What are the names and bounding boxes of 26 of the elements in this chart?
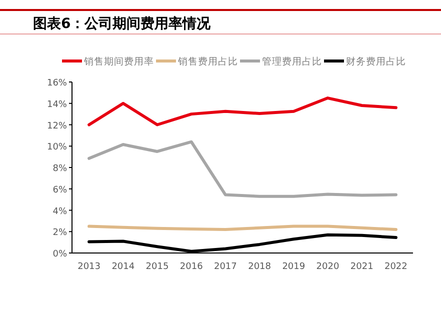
x-tick-label: 2019: [282, 262, 306, 272]
legend-label: 管理费用占比: [262, 56, 322, 68]
line-series: [88, 140, 398, 198]
x-tick-label: 2017: [214, 262, 237, 272]
y-tick-label: 14%: [46, 100, 68, 110]
x-tick-label: 2021: [350, 262, 374, 272]
x-tick-label: 2020: [316, 262, 340, 272]
chart-title: 图表6：公司期间费用率情况: [33, 15, 212, 32]
y-tick-label: 6%: [52, 185, 68, 196]
y-tick-label: 8%: [52, 164, 68, 174]
legend-label: 销售期间费用率: [83, 56, 154, 68]
x-tick-label: 2013: [78, 262, 101, 272]
legend-label: 财务费用占比: [346, 56, 406, 68]
y-tick-label: 4%: [52, 206, 68, 217]
y-tick-label: 16%: [46, 78, 68, 88]
y-tick-label: 0%: [52, 250, 68, 260]
x-tick-label: 2018: [248, 262, 272, 272]
y-tick-label: 12%: [46, 121, 68, 132]
x-tick-label: 2014: [112, 262, 135, 272]
legend-label: 销售费用占比: [177, 56, 238, 68]
x-tick-label: 2015: [146, 262, 169, 272]
y-tick-label: 10%: [46, 142, 68, 153]
y-tick-label: 2%: [52, 228, 68, 238]
x-tick-label: 2016: [180, 262, 204, 272]
x-tick-label: 2022: [384, 262, 408, 272]
line-series: [88, 96, 398, 126]
